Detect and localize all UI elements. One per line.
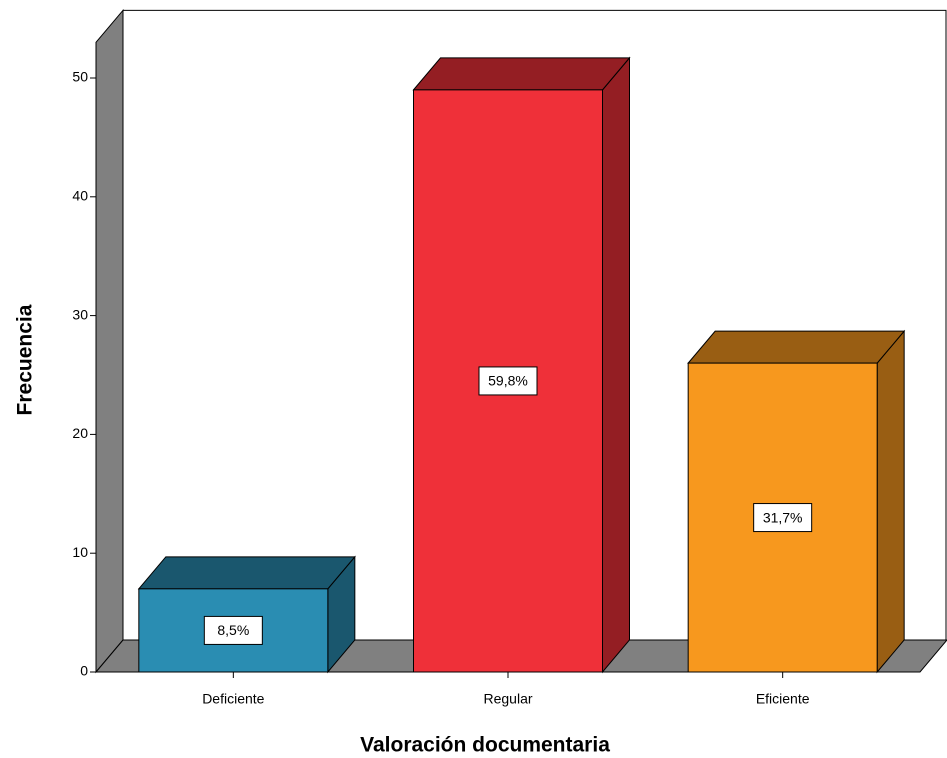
data-label: 31,7% bbox=[763, 509, 803, 525]
data-label: 8,5% bbox=[217, 622, 249, 638]
y-tick-label: 0 bbox=[80, 663, 88, 679]
data-label-box bbox=[478, 366, 538, 396]
data-label-box bbox=[753, 503, 813, 533]
y-tick-label: 30 bbox=[72, 306, 88, 322]
y-tick-label: 10 bbox=[72, 544, 88, 560]
y-tick-label: 20 bbox=[72, 425, 88, 441]
y-tick-label: 40 bbox=[72, 188, 88, 204]
data-label: 59,8% bbox=[488, 373, 528, 389]
bar-side bbox=[876, 329, 905, 674]
x-axis-title: Valoración documentaria bbox=[360, 734, 610, 757]
bar-top bbox=[412, 57, 631, 91]
bar-top bbox=[137, 556, 356, 590]
y-tick-label: 50 bbox=[72, 69, 88, 85]
data-label-box bbox=[203, 615, 263, 645]
bar-top bbox=[687, 330, 906, 364]
left-wall bbox=[95, 8, 124, 674]
y-axis-title: Frecuencia bbox=[14, 304, 37, 415]
bar-side bbox=[602, 56, 630, 674]
x-tick-label: Deficiente bbox=[202, 691, 264, 707]
x-tick-label: Regular bbox=[483, 691, 532, 707]
x-tick-label: Eficiente bbox=[756, 691, 810, 707]
